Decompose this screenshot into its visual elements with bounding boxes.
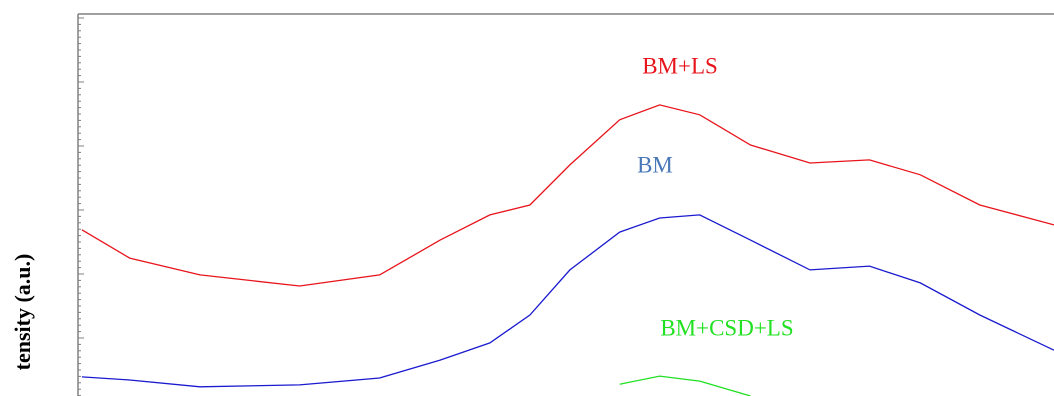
- series-line: [81, 104, 1054, 287]
- series-label: BM+LS: [642, 53, 718, 78]
- series-label: BM: [637, 152, 673, 177]
- y-axis-ticks: [78, 17, 84, 396]
- series-line: [81, 214, 1054, 388]
- series-label: BM+CSD+LS: [660, 315, 793, 340]
- series-line: [619, 375, 751, 396]
- y-axis-label: tensity (a.u.): [10, 254, 35, 371]
